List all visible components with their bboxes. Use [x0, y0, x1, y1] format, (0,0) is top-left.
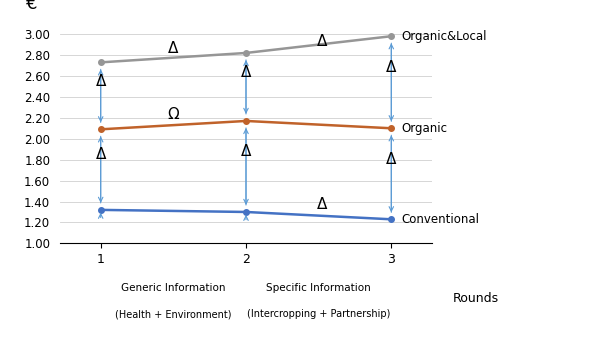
- Text: Δ: Δ: [316, 34, 327, 49]
- Text: Rounds: Rounds: [453, 292, 499, 305]
- Text: Conventional: Conventional: [401, 213, 479, 226]
- Text: Δ: Δ: [168, 41, 179, 56]
- Text: Δ: Δ: [386, 152, 397, 167]
- Text: Specific Information: Specific Information: [266, 283, 371, 293]
- Text: Generic Information: Generic Information: [121, 283, 226, 293]
- Text: Δ: Δ: [241, 144, 251, 159]
- Text: Organic&Local: Organic&Local: [401, 30, 487, 43]
- Text: Ω: Ω: [167, 107, 179, 122]
- Text: (Health + Environment): (Health + Environment): [115, 309, 232, 319]
- Text: Δ: Δ: [95, 74, 106, 89]
- Text: (Intercropping + Partnership): (Intercropping + Partnership): [247, 309, 391, 319]
- Text: Δ: Δ: [241, 65, 251, 80]
- Text: Δ: Δ: [386, 60, 397, 75]
- Text: Organic: Organic: [401, 122, 448, 135]
- Text: €: €: [26, 0, 38, 13]
- Text: Δ: Δ: [316, 197, 327, 212]
- Text: Δ: Δ: [95, 147, 106, 163]
